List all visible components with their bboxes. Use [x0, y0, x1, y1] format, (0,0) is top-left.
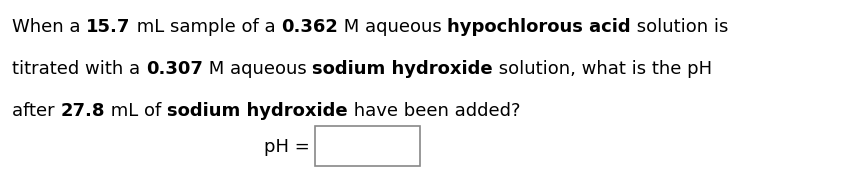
- Text: after: after: [12, 102, 60, 120]
- Text: solution, what is the pH: solution, what is the pH: [492, 60, 712, 78]
- Text: titrated with a: titrated with a: [12, 60, 146, 78]
- Text: have been added?: have been added?: [347, 102, 520, 120]
- Text: 0.307: 0.307: [146, 60, 202, 78]
- Text: When a: When a: [12, 18, 87, 36]
- Text: hypochlorous acid: hypochlorous acid: [447, 18, 631, 36]
- Text: 0.362: 0.362: [281, 18, 338, 36]
- Text: 15.7: 15.7: [87, 18, 130, 36]
- Text: solution is: solution is: [631, 18, 728, 36]
- Text: mL sample of a: mL sample of a: [130, 18, 281, 36]
- Text: M aqueous: M aqueous: [202, 60, 312, 78]
- Text: sodium hydroxide: sodium hydroxide: [312, 60, 492, 78]
- Text: mL of: mL of: [105, 102, 166, 120]
- Text: pH =: pH =: [264, 138, 310, 156]
- Text: sodium hydroxide: sodium hydroxide: [166, 102, 347, 120]
- Text: M aqueous: M aqueous: [338, 18, 447, 36]
- FancyBboxPatch shape: [315, 126, 420, 166]
- Text: 27.8: 27.8: [60, 102, 105, 120]
